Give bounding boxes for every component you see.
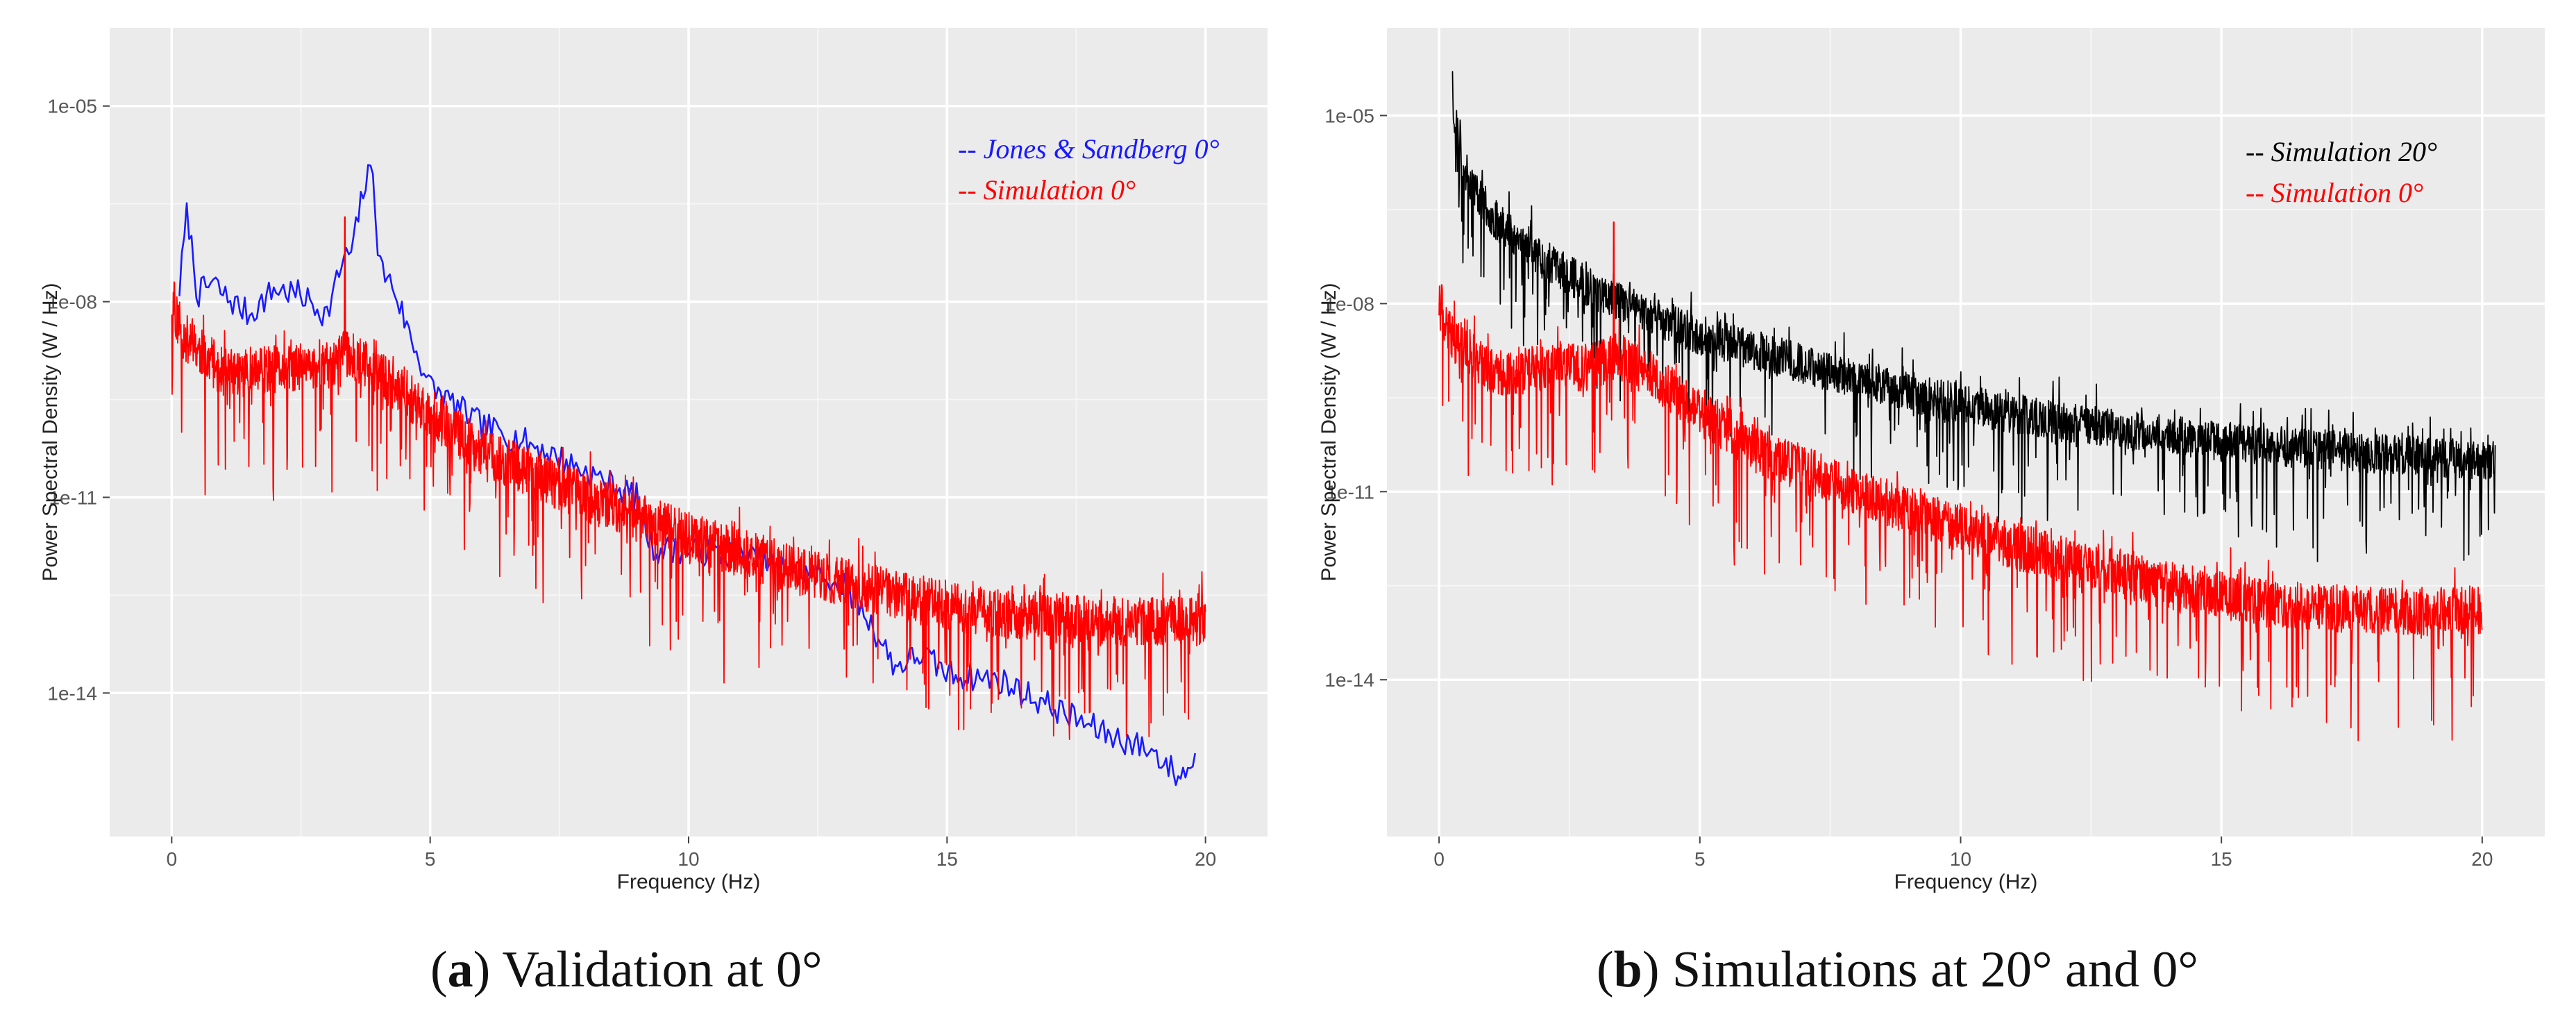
- legend-entry-jones-sandberg: -- Jones & Sandberg 0°: [958, 133, 1220, 165]
- panel-b: 0 5 10 15 20 1e-05 1e-08 1e-11 1e-14 Frequency (…: [1318, 28, 2545, 893]
- panel-a: 0 5 10 15 20 1e-05 1e-08 1e-11 1e-14 Frequency (…: [39, 28, 1268, 893]
- y-tick-label: 1e-05: [1324, 105, 1374, 126]
- y-axis-label-a: Power Spectral Density (W / Hz): [39, 283, 62, 581]
- gridlines-b: [1387, 28, 2545, 836]
- series-group-a: [171, 164, 1206, 787]
- x-tick-label: 10: [1950, 848, 1971, 870]
- series-line-simulation-0: [1438, 221, 2483, 741]
- caption-text-b: Simulations at 20° and 0°: [1659, 941, 2198, 998]
- axis-ticks-a: 0 5 10 15 20 1e-05 1e-08 1e-11 1e-14: [47, 96, 1216, 870]
- legend-entry-simulation-0: -- Simulation 0°: [958, 174, 1136, 205]
- caption-text-a: Validation at 0°: [490, 941, 823, 998]
- x-tick-label: 0: [167, 848, 178, 870]
- x-tick-label: 20: [2471, 848, 2493, 870]
- x-tick-label: 20: [1195, 848, 1216, 870]
- x-tick-label: 10: [677, 848, 699, 870]
- y-tick-label: 1e-11: [49, 487, 97, 508]
- x-axis-label-a: Frequency (Hz): [617, 871, 761, 893]
- y-tick-label: 1e-11: [1326, 481, 1374, 503]
- y-axis-label-b: Power Spectral Density (W / Hz): [1318, 283, 1340, 581]
- y-tick-label: 1e-14: [1324, 669, 1374, 691]
- x-tick-label: 0: [1433, 848, 1445, 870]
- caption-a: (a) Validation at 0°: [430, 941, 823, 998]
- y-tick-label: 1e-05: [47, 96, 97, 117]
- caption-letter-b: b: [1613, 941, 1642, 998]
- legend-a: -- Jones & Sandberg 0° -- Simulation 0°: [958, 133, 1220, 205]
- axis-ticks-b: 0 5 10 15 20 1e-05 1e-08 1e-11 1e-14: [1324, 105, 2493, 870]
- y-tick-label: 1e-08: [47, 292, 97, 313]
- y-tick-label: 1e-14: [47, 682, 97, 704]
- gridlines-a: [110, 28, 1268, 836]
- x-tick-label: 5: [425, 848, 436, 870]
- x-axis-label-b: Frequency (Hz): [1894, 871, 2038, 893]
- caption-b: (b) Simulations at 20° and 0°: [1597, 941, 2198, 998]
- y-tick-label: 1e-08: [1324, 293, 1374, 314]
- series-group-b: [1438, 71, 2496, 741]
- legend-entry-simulation-20: -- Simulation 20°: [2246, 136, 2437, 167]
- caption-letter-a: a: [447, 941, 473, 998]
- x-tick-label: 5: [1694, 848, 1706, 870]
- series-line-simulation-20: [1451, 71, 2496, 562]
- x-tick-label: 15: [936, 848, 958, 870]
- x-tick-label: 15: [2211, 848, 2232, 870]
- legend-entry-simulation-0: -- Simulation 0°: [2246, 177, 2423, 208]
- series-line-simulation-0: [171, 216, 1206, 740]
- legend-b: -- Simulation 20° -- Simulation 0°: [2246, 136, 2437, 208]
